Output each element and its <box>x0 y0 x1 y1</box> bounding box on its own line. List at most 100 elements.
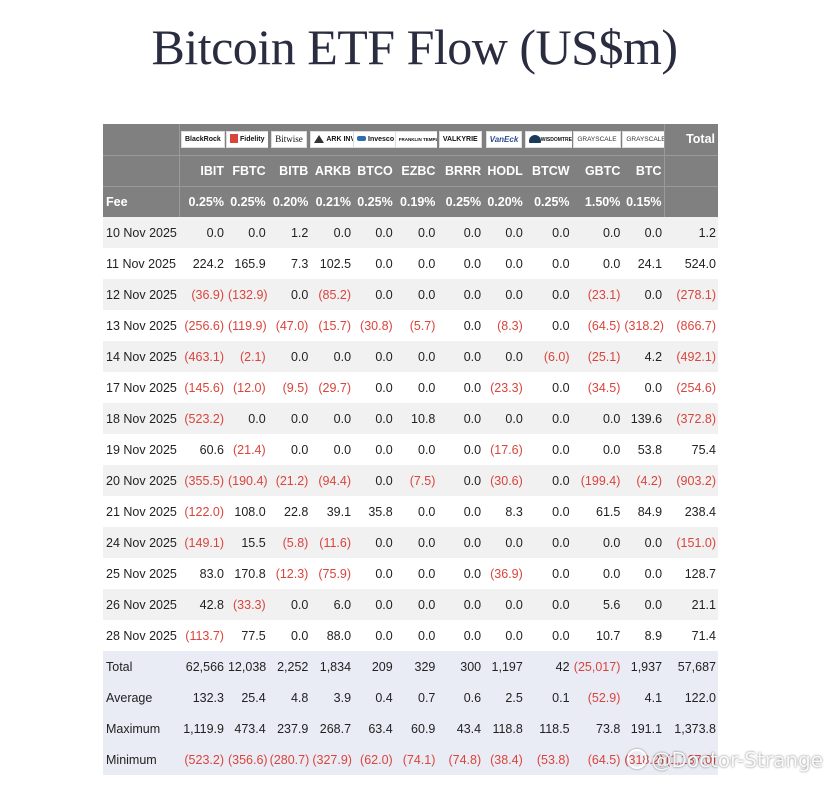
value-cell: (7.5) <box>409 473 436 488</box>
summary-value-cell: 4.1 <box>644 690 663 705</box>
value-cell: 0.0 <box>248 411 266 426</box>
value-cell: (94.4) <box>318 473 352 488</box>
table-row: 13 Nov 2025 (256.6) (119.9) (47.0) (15.7) (30… <box>103 310 718 341</box>
table-row: 10 Nov 2025 0.0 0.0 1.2 0.0 0.0 0.0 0.0 0.0 0.0 0.… <box>103 217 718 248</box>
fee-cell: 1.50% <box>571 185 623 217</box>
value-cell: 0.0 <box>552 473 570 488</box>
invesco-logo-icon <box>357 136 367 142</box>
value-cell: 0.0 <box>418 287 436 302</box>
value-cell: 0.0 <box>418 566 436 581</box>
value-cell: 0.0 <box>552 411 570 426</box>
value-cell: (29.7) <box>318 380 352 395</box>
value-cell: (30.8) <box>360 318 393 333</box>
value-cell: (149.1) <box>184 535 224 550</box>
ticker-cell: FBTC <box>225 154 268 186</box>
value-cell: 165.9 <box>234 256 266 271</box>
value-cell: 0.0 <box>505 597 523 612</box>
value-cell: 0.0 <box>375 473 393 488</box>
summary-value-cell: 118.5 <box>539 721 570 736</box>
value-cell: (256.6) <box>184 318 224 333</box>
value-cell: 0.0 <box>463 380 482 395</box>
value-cell: 0.0 <box>644 535 663 550</box>
value-cell: 0.0 <box>333 225 352 240</box>
date-cell: 12 Nov 2025 <box>106 287 177 302</box>
summary-value-cell: 3.9 <box>333 690 352 705</box>
vaneck-logo: VanEck <box>485 130 523 148</box>
value-cell: 0.0 <box>505 535 523 550</box>
value-cell: (36.9) <box>490 566 523 581</box>
summary-value-cell: (62.0) <box>360 752 393 767</box>
value-cell: 0.0 <box>375 597 393 612</box>
bitwise-logo: Bitwise <box>271 130 307 148</box>
value-cell: 0.0 <box>463 442 482 457</box>
summary-value-cell: 329 <box>414 659 436 674</box>
date-cell: 17 Nov 2025 <box>106 380 177 395</box>
summary-value-cell: (52.9) <box>587 690 621 705</box>
value-cell: 8.9 <box>644 628 663 643</box>
value-cell: 0.0 <box>333 411 352 426</box>
fee-cell: 0.21% <box>310 185 354 217</box>
issuer-logo-cell: FRANKLIN TEMPLETON <box>394 124 438 155</box>
date-cell: 19 Nov 2025 <box>106 442 177 457</box>
value-cell: (36.9) <box>191 287 224 302</box>
value-cell: 0.0 <box>418 535 436 550</box>
issuer-logo-cell: GRAYSCALE <box>572 124 623 155</box>
value-cell: 0.0 <box>552 287 570 302</box>
value-cell: 0.0 <box>602 411 621 426</box>
value-cell: 60.6 <box>199 442 224 457</box>
summary-label: Average <box>106 690 153 705</box>
value-cell: 0.0 <box>552 442 570 457</box>
summary-value-cell: (356.6) <box>227 752 268 767</box>
value-cell: 0.0 <box>505 349 523 364</box>
value-cell: (85.2) <box>318 287 352 302</box>
fee-cell: 0.25% <box>437 185 484 217</box>
summary-row: Minimum (523.2) (356.6) (280.7) (327.9) (62.0… <box>103 744 718 775</box>
value-cell: 0.0 <box>463 349 482 364</box>
issuer-logo-cell: GRAYSCALE <box>622 124 665 155</box>
summary-row: Total 62,566 12,038 2,252 1,834 209 329 300 1,19… <box>103 651 718 682</box>
date-cell: 11 Nov 2025 <box>106 256 176 271</box>
valkyrie-logo: VALKYRIE <box>438 130 482 148</box>
value-cell: 0.0 <box>602 225 621 240</box>
summary-row: Average 132.3 25.4 4.8 3.9 0.4 0.7 0.6 2.5 0.1 (52… <box>103 682 718 713</box>
value-cell: 61.5 <box>596 504 621 519</box>
value-cell: 102.5 <box>319 256 352 271</box>
fee-label: Fee <box>103 185 180 217</box>
value-cell: 35.8 <box>368 504 393 519</box>
value-cell: 0.0 <box>644 597 663 612</box>
row-total-cell: 524.0 <box>684 256 716 271</box>
issuer-logo-cell: Invesco <box>353 124 395 155</box>
page-title: Bitcoin ETF Flow (US$m) <box>151 19 678 75</box>
value-cell: (132.9) <box>227 287 268 302</box>
value-cell: 0.0 <box>552 256 570 271</box>
summary-value-cell: 209 <box>371 659 393 674</box>
summary-value-cell: 0.7 <box>418 690 436 705</box>
fee-cell: 0.15% <box>622 185 665 217</box>
value-cell: 77.5 <box>241 628 266 643</box>
value-cell: 0.0 <box>375 442 393 457</box>
issuer-logo-cell: ARK INVEST <box>310 124 354 155</box>
value-cell: 0.0 <box>290 597 309 612</box>
value-cell: 1.2 <box>290 225 309 240</box>
row-total-cell: 71.4 <box>691 628 716 643</box>
value-cell: 8.3 <box>505 504 523 519</box>
summary-label: Maximum <box>106 721 161 736</box>
fidelity-logo-icon <box>229 134 238 144</box>
value-cell: (21.4) <box>233 442 266 457</box>
value-cell: 0.0 <box>375 535 393 550</box>
value-cell: 53.8 <box>637 442 663 457</box>
value-cell: (30.6) <box>490 473 523 488</box>
value-cell: 0.0 <box>552 597 570 612</box>
value-cell: 0.0 <box>418 628 436 643</box>
ticker-cell: IBIT <box>179 154 226 186</box>
grayscale-logo: GRAYSCALE <box>622 130 665 148</box>
summary-value-cell: 25.4 <box>241 690 266 705</box>
summary-value-cell: (38.4) <box>490 752 523 767</box>
summary-value-cell: (53.8) <box>536 752 570 767</box>
value-cell: 0.0 <box>463 287 482 302</box>
value-cell: 0.0 <box>644 566 663 581</box>
summary-value-cell: 12,038 <box>227 659 267 674</box>
value-cell: (463.1) <box>184 349 224 364</box>
value-cell: 0.0 <box>463 225 482 240</box>
value-cell: 0.0 <box>552 535 570 550</box>
